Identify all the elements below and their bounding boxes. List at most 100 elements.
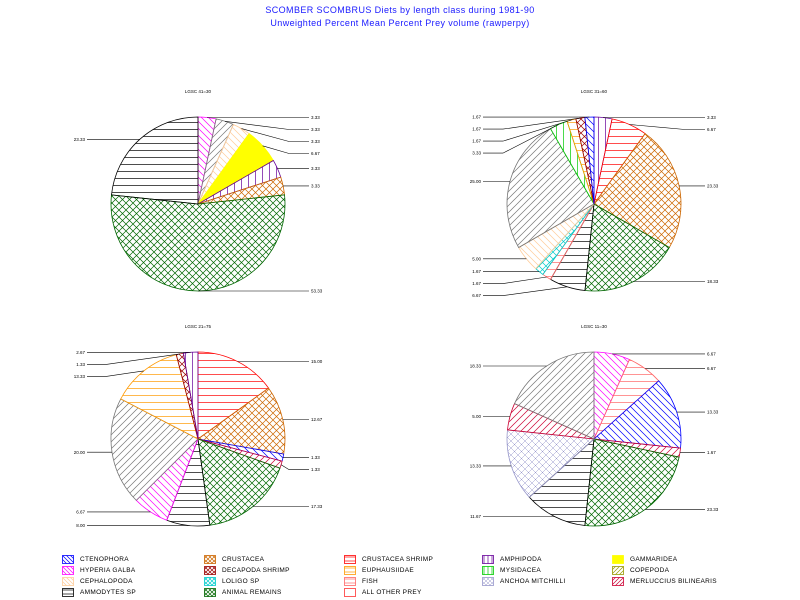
pie-data-label: 6.67 bbox=[707, 352, 716, 357]
pie-data-label: 11.67 bbox=[470, 514, 481, 519]
pie-slice-ctenophora bbox=[593, 380, 682, 449]
pie-data-label: 1.33 bbox=[76, 362, 85, 367]
legend-label: DECAPODA SHRIMP bbox=[222, 567, 290, 574]
chart-title-block: SCOMBER SCOMBRUS Diets by length class d… bbox=[0, 4, 800, 30]
legend-swatch bbox=[482, 577, 494, 586]
pie-leader-line bbox=[483, 286, 568, 296]
pie-data-label: 5.00 bbox=[472, 256, 481, 261]
legend-swatch bbox=[612, 566, 624, 575]
pie-chart-2: LGSC 31=60 3.33 6.67 23.33 18.33 1.67 1.67 1.67… bbox=[470, 89, 719, 298]
pie-slice-animal-remains bbox=[584, 438, 680, 527]
legend-item-all-other-prey: ALL OTHER PREY bbox=[344, 587, 422, 598]
legend-swatch bbox=[204, 566, 216, 575]
pie-slice-other-diag bbox=[110, 398, 199, 501]
legend-label: CTENOPHORA bbox=[80, 556, 129, 563]
pie-data-label: 53.33 bbox=[311, 289, 323, 294]
pie-title: LGSC 21=75 bbox=[185, 324, 212, 329]
legend-label: AMPHIPODA bbox=[500, 556, 542, 563]
legend: CTENOPHORA CRUSTACEA CRUSTACEA SHRIMP AMPHI… bbox=[62, 554, 782, 598]
pie-data-label: 23.33 bbox=[707, 183, 719, 188]
legend-item-loligo-sp: LOLIGO SP bbox=[204, 576, 259, 587]
pie-data-label: 20.00 bbox=[74, 450, 86, 455]
legend-swatch bbox=[62, 566, 74, 575]
pie-leader-line bbox=[87, 353, 180, 365]
legend-item-gammaridea: GAMMARIDEA bbox=[612, 554, 677, 565]
pie-title: LGSC 41=30 bbox=[185, 89, 212, 94]
pie-data-label: 18.33 bbox=[470, 364, 482, 369]
pie-data-label: 3.33 bbox=[311, 115, 320, 120]
legend-label: CRUSTACEA SHRIMP bbox=[362, 556, 434, 563]
legend-item-mysidacea: MYSIDACEA bbox=[482, 565, 541, 576]
pie-slice-crustacea bbox=[593, 133, 682, 249]
legend-item-anchoa-mitchilli: ANCHOA MITCHILLI bbox=[482, 576, 565, 587]
legend-swatch bbox=[344, 577, 356, 586]
pie-data-label: 1.67 bbox=[472, 281, 481, 286]
pie-leader-line bbox=[224, 121, 309, 130]
pie-data-label: 3.33 bbox=[311, 183, 320, 188]
legend-label: MYSIDACEA bbox=[500, 567, 541, 574]
pie-data-label: 23.33 bbox=[74, 137, 86, 142]
pie-slice-anchoa-mitchilli bbox=[506, 429, 595, 498]
pie-leader-line bbox=[483, 276, 547, 284]
legend-swatch bbox=[482, 555, 494, 564]
legend-label: EUPHAUSIIDAE bbox=[362, 567, 415, 574]
pie-data-label: 6.67 bbox=[311, 151, 320, 156]
legend-item-cephalopoda: CEPHALOPODA bbox=[62, 576, 133, 587]
pie-leader-line bbox=[483, 119, 572, 142]
pie-slice-ctenophora bbox=[584, 116, 595, 205]
pie-data-label: 3.33 bbox=[311, 166, 320, 171]
pie-leader-line bbox=[629, 124, 705, 130]
chart-subtitle: Unweighted Percent Mean Percent Prey vol… bbox=[270, 18, 530, 28]
legend-swatch bbox=[62, 555, 74, 564]
legend-swatch bbox=[612, 577, 624, 586]
pie-data-label: 3.33 bbox=[311, 127, 320, 132]
legend-swatch bbox=[612, 555, 624, 564]
legend-item-fish: FISH bbox=[344, 576, 378, 587]
legend-label: CEPHALOPODA bbox=[80, 578, 133, 585]
pie-data-label: 6.67 bbox=[76, 509, 85, 514]
pie-data-label: 1.67 bbox=[472, 127, 481, 132]
legend-label: AMMODYTES SP bbox=[80, 589, 136, 596]
pie-charts-canvas: LGSC 41=30 3.33 3.33 3.33 6.67 3.33 3.33 53.33 2… bbox=[74, 89, 719, 528]
pie-slice-crustacea-shrimp bbox=[197, 351, 270, 440]
legend-label: CRUSTACEA bbox=[222, 556, 265, 563]
legend-label: ANIMAL REMAINS bbox=[222, 589, 282, 596]
pie-title: LGSC 31=60 bbox=[581, 89, 608, 94]
pie-leader-line bbox=[483, 117, 581, 130]
pie-data-label: 3.33 bbox=[472, 151, 481, 156]
pie-leader-line bbox=[241, 128, 309, 142]
pie-data-label: 1.67 bbox=[472, 269, 481, 274]
pie-slice-ammodytes-sp bbox=[111, 116, 199, 205]
legend-swatch bbox=[482, 566, 494, 575]
legend-label: FISH bbox=[362, 578, 379, 585]
pie-data-label: 18.33 bbox=[707, 279, 719, 284]
pie-data-label: 13.33 bbox=[470, 463, 482, 468]
legend-label: GAMMARIDEA bbox=[630, 556, 678, 563]
pie-data-label: 1.67 bbox=[707, 450, 716, 455]
pie-leader-line bbox=[87, 370, 144, 377]
pie-slice-animal-remains bbox=[197, 438, 281, 526]
pie-leader-line bbox=[280, 464, 309, 470]
pie-data-label: 13.33 bbox=[707, 410, 719, 415]
legend-item-crustacea: CRUSTACEA bbox=[204, 554, 264, 565]
pie-data-label: 12.67 bbox=[311, 417, 323, 422]
pie-data-label: 2.67 bbox=[76, 350, 85, 355]
legend-item-crustacea-shrimp: CRUSTACEA SHRIMP bbox=[344, 554, 433, 565]
legend-label: ANCHOA MITCHILLI bbox=[500, 578, 566, 585]
legend-label: MERLUCCIUS BILINEARIS bbox=[630, 578, 717, 585]
pie-chart-3: LGSC 21=75 15.00 12.67 1.33 1.33 17.33 2.67 1.3… bbox=[74, 324, 323, 528]
pie-title: LGSC 11=30 bbox=[581, 324, 607, 329]
pie-data-label: 1.33 bbox=[311, 467, 320, 472]
legend-swatch bbox=[204, 577, 216, 586]
legend-label: LOLIGO SP bbox=[222, 578, 260, 585]
legend-item-ammodytes-sp: AMMODYTES SP bbox=[62, 587, 136, 598]
legend-swatch bbox=[204, 555, 216, 564]
pie-slice-animal-remains bbox=[110, 194, 286, 292]
pie-data-label: 5.00 bbox=[472, 414, 481, 419]
legend-item-hyperia-galba: HYPERIA GALBA bbox=[62, 565, 136, 576]
pie-leader-line bbox=[262, 145, 309, 154]
pie-leader-line bbox=[483, 124, 559, 154]
legend-item-ctenophora: CTENOPHORA bbox=[62, 554, 129, 565]
pie-chart-1: LGSC 41=30 3.33 3.33 3.33 6.67 3.33 3.33 53.33 2… bbox=[74, 89, 323, 294]
legend-item-copepoda: COPEPODA bbox=[612, 565, 669, 576]
